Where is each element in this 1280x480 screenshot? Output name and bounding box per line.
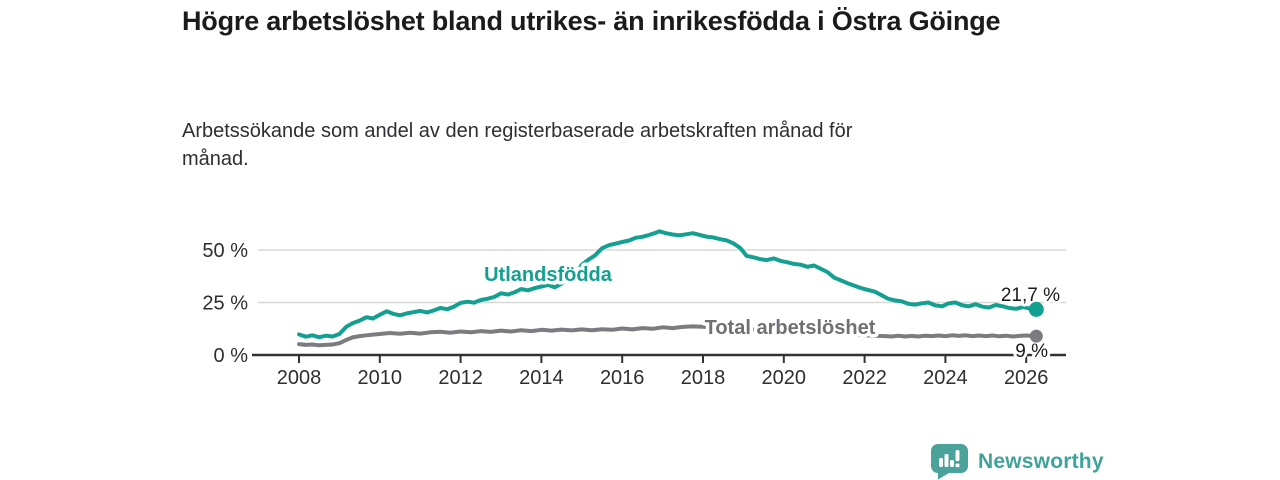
unemployment-line-chart: 0 % 25 % 50 % 2008 2010 2012 2014 2016 2018 2020 2… (202, 229, 1066, 389)
series-label-total: Total arbetslöshet (705, 317, 876, 339)
newsworthy-wordmark: Newsworthy (978, 450, 1104, 473)
bar-chart-bar-icon (939, 458, 943, 467)
x-axis-label: 2016 (600, 367, 645, 389)
series-line-total (297, 324, 1039, 348)
x-axis-label: 2020 (762, 367, 807, 389)
x-axis-label: 2012 (438, 367, 483, 389)
end-dot-total (1029, 329, 1043, 343)
exclamation-dot-icon (955, 463, 960, 468)
y-axis-label: 25 % (202, 293, 248, 315)
series-line-utlandsfodda (297, 229, 1039, 340)
newsworthy-branding: Newsworthy (930, 444, 1104, 480)
bar-chart-bar-icon (950, 460, 954, 467)
bar-chart-bar-icon (944, 454, 949, 467)
x-axis-label: 2008 (277, 367, 322, 389)
chart-title: Högre arbetslöshet bland utrikes- än inr… (182, 6, 1001, 36)
end-value-label-utlandsfodda: 21,7 % (1001, 285, 1060, 306)
x-axis-label: 2026 (1004, 367, 1048, 389)
y-axis-label: 50 % (202, 240, 248, 262)
end-value-label-total: 9 % (1015, 341, 1048, 362)
newsworthy-logo-icon (931, 444, 968, 480)
x-axis-label: 2022 (842, 367, 887, 389)
series-label-utlandsfodda: Utlandsfödda (484, 264, 613, 286)
x-axis-label: 2014 (519, 367, 564, 389)
x-axis-label: 2018 (681, 367, 726, 389)
y-axis-label: 0 % (214, 345, 249, 367)
x-axis-label: 2024 (923, 367, 968, 389)
exclamation-icon (955, 450, 960, 461)
end-dot-utlandsfodda (1028, 301, 1044, 317)
chart-subtitle: Arbetssökande som andel av den registerb… (182, 120, 853, 170)
x-axis-label: 2010 (358, 367, 403, 389)
